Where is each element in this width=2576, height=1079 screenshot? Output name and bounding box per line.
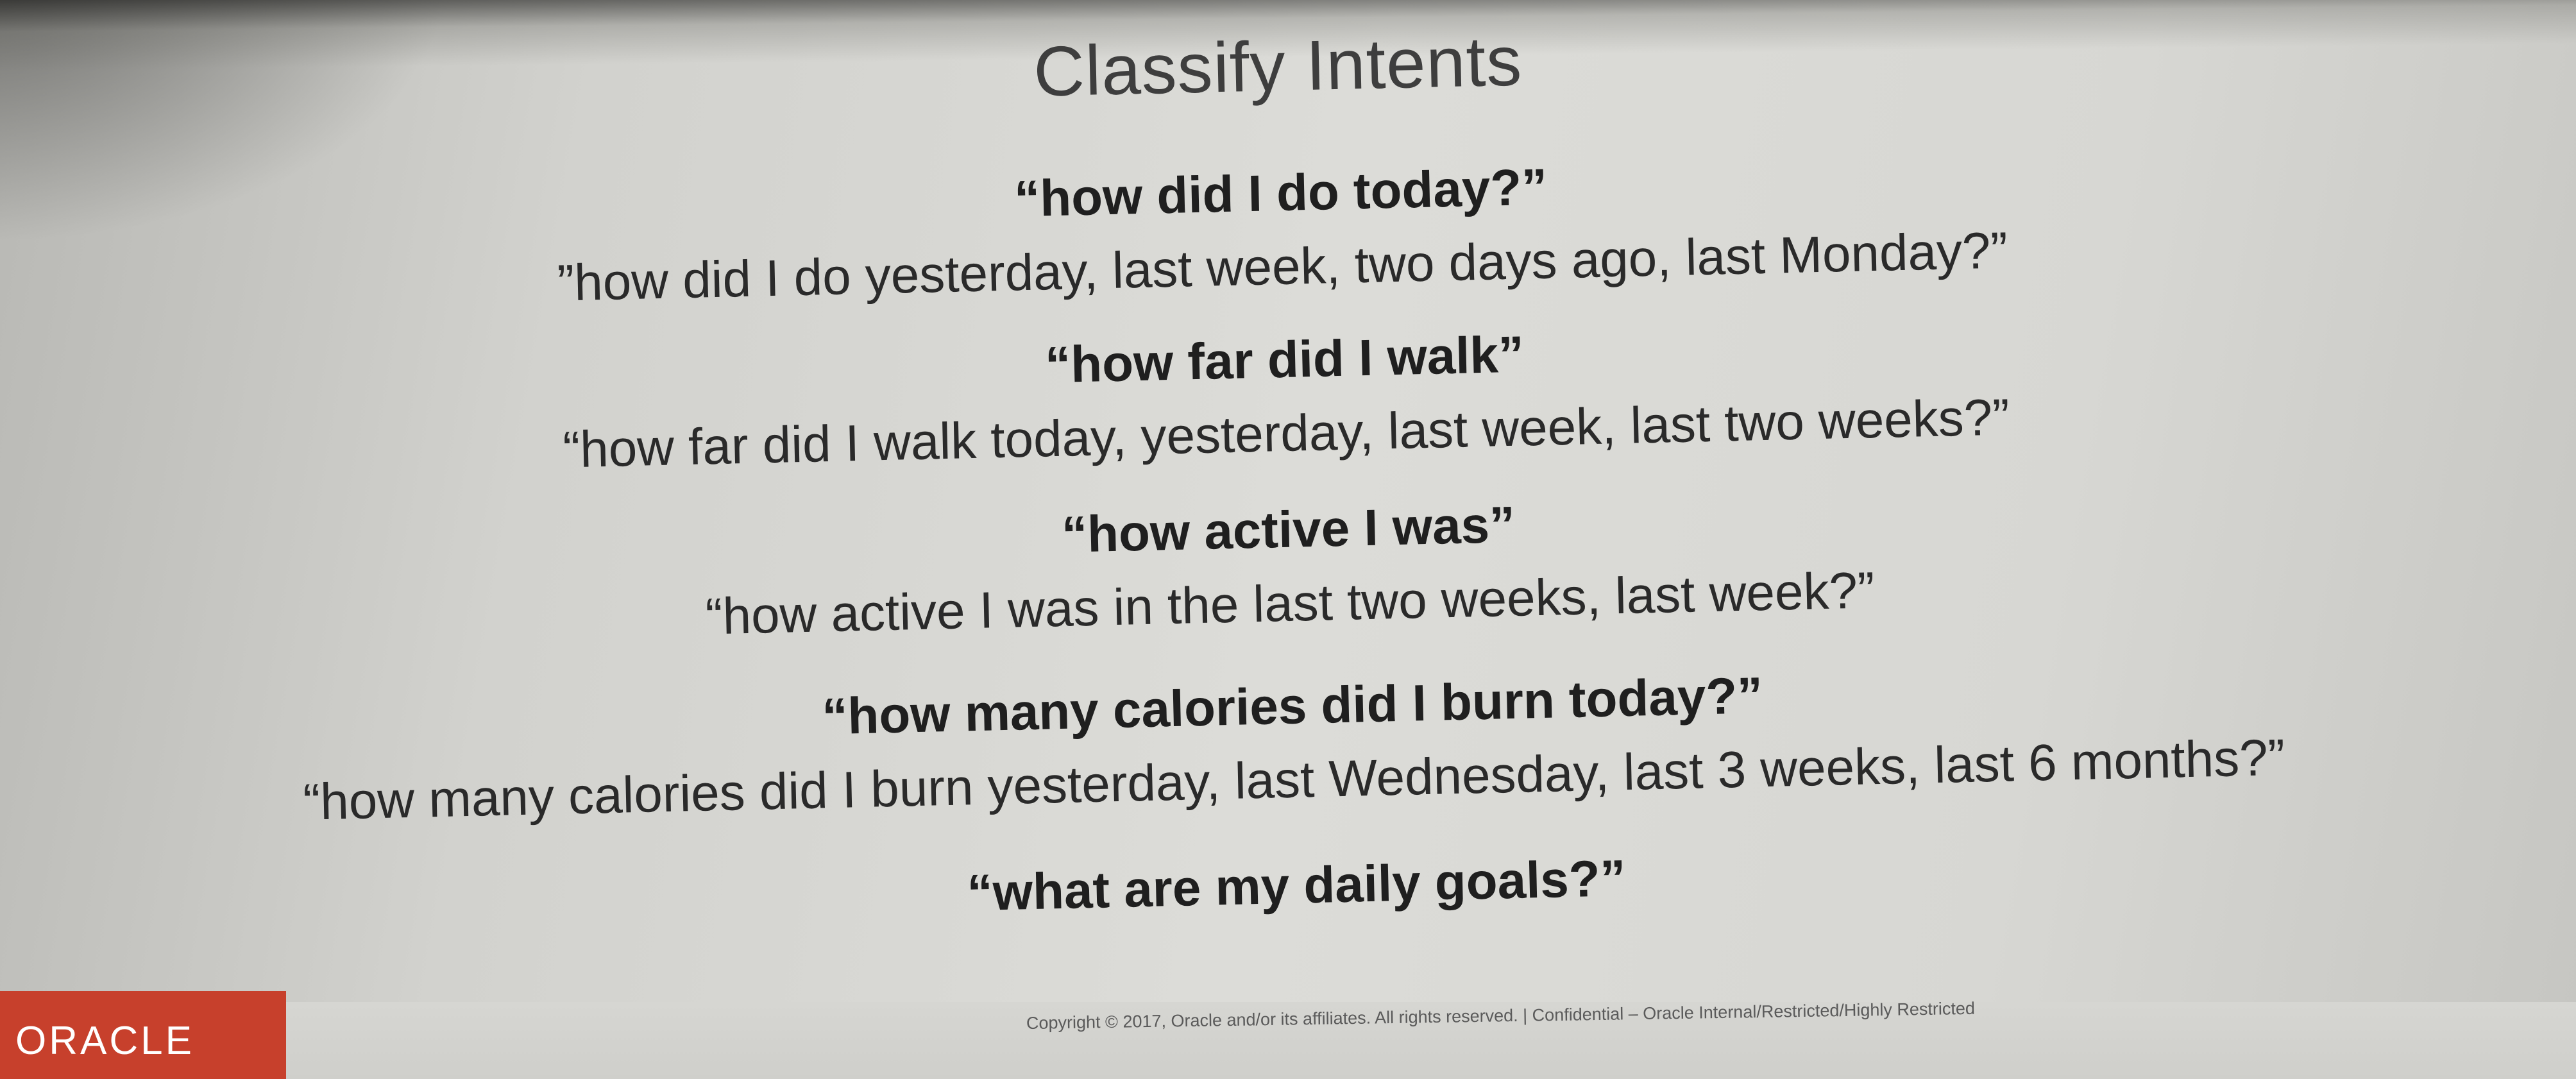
oracle-logo-box: ORACLE xyxy=(0,991,286,1079)
slide-title: Classify Intents xyxy=(1032,21,1523,112)
intent-5-primary: “what are my daily goals?” xyxy=(966,849,1627,922)
slide-footer xyxy=(0,1002,2576,1079)
oracle-logo: ORACLE xyxy=(15,1019,194,1063)
